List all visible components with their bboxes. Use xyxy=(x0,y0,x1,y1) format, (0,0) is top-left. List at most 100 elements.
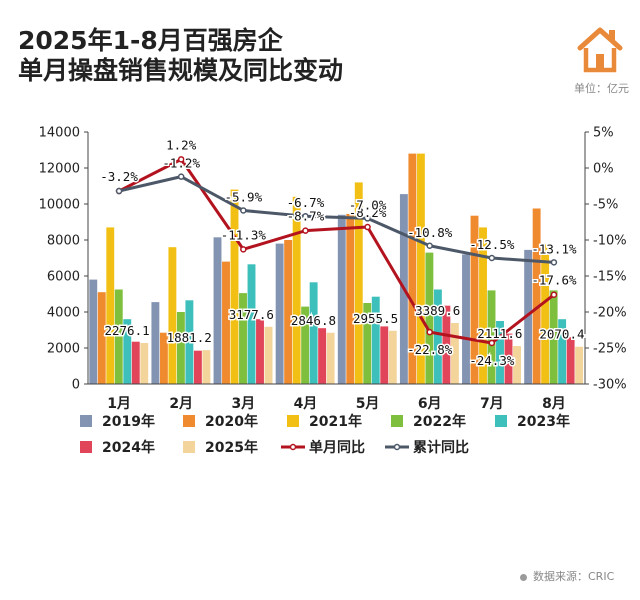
y-tick-label: 12000 xyxy=(39,162,80,177)
legend-swatch-2019年 xyxy=(80,415,92,427)
y-tick-label: 6000 xyxy=(47,270,80,285)
legend-label-2023年: 2023年 xyxy=(517,413,570,430)
y2-tick-label: -15% xyxy=(593,270,627,285)
label-2025年: 2846.8 xyxy=(291,313,336,328)
bar-2025年-7月 xyxy=(513,345,521,384)
bar-2023年-3月 xyxy=(247,264,256,384)
legend-label-单月同比: 单月同比 xyxy=(309,439,365,456)
bar-2023年-7月 xyxy=(496,321,504,384)
legend-swatch-2025年 xyxy=(183,441,195,453)
y-tick-label: 4000 xyxy=(47,306,80,321)
legend-swatch-2020年 xyxy=(183,415,195,427)
bar-2020年-4月 xyxy=(284,240,293,384)
legend-swatch-2024年 xyxy=(80,441,92,453)
label-2025年: 3389.6 xyxy=(415,303,460,318)
label-2025年: 2111.6 xyxy=(477,326,522,341)
bar-2022年-6月 xyxy=(425,252,434,384)
label-单月同比: -22.8% xyxy=(407,342,453,357)
title-line-2: 单月操盘销售规模及同比变动 xyxy=(18,56,344,85)
legend-label-2025年: 2025年 xyxy=(205,439,258,456)
legend-swatch-2023年 xyxy=(495,415,507,427)
bar-2024年-3月 xyxy=(256,319,264,384)
point-累计同比-2月 xyxy=(177,173,185,180)
bar-2020年-6月 xyxy=(408,153,417,384)
point-累计同比-6月 xyxy=(426,242,433,250)
bar-2024年-2月 xyxy=(193,350,202,384)
bar-2023年-8月 xyxy=(558,319,567,384)
label-单月同比: -17.6% xyxy=(531,273,577,288)
bar-2025年-8月 xyxy=(575,346,584,384)
label-单月同比: -8.2% xyxy=(349,205,387,220)
bar-2021年-7月 xyxy=(479,227,487,384)
legend-marker-单月同比 xyxy=(289,443,297,451)
y2-tick-label: -10% xyxy=(593,234,627,249)
bar-2025年-3月 xyxy=(264,326,273,384)
bar-2024年-4月 xyxy=(318,328,327,384)
bar-2024年-5月 xyxy=(380,326,389,384)
label-单月同比: -3.2% xyxy=(100,169,138,184)
bar-2023年-6月 xyxy=(433,289,442,384)
bar-2019年-1月 xyxy=(89,279,98,384)
legend-label-2020年: 2020年 xyxy=(205,413,258,430)
y2-tick-label: -25% xyxy=(593,342,627,357)
label-2025年: 3177.6 xyxy=(229,307,274,322)
y-tick-label: 10000 xyxy=(39,198,80,213)
y2-tick-label: 0% xyxy=(593,162,614,177)
data-source: 数据来源：CRIC xyxy=(520,568,614,584)
line-累计同比 xyxy=(118,175,555,264)
x-tick-label: 7月 xyxy=(480,396,504,412)
y2-tick-label: -30% xyxy=(593,378,627,393)
bar-2019年-3月 xyxy=(213,237,222,384)
bar-2025年-5月 xyxy=(388,330,397,384)
label-累计同比: -6.7% xyxy=(287,195,325,210)
bar-2022年-3月 xyxy=(239,293,247,384)
bar-2019年-7月 xyxy=(462,254,470,384)
x-tick-label: 6月 xyxy=(418,396,442,412)
bar-2020年-3月 xyxy=(222,261,230,384)
bar-2022年-7月 xyxy=(487,290,496,384)
bar-2019年-4月 xyxy=(275,243,284,384)
line-单月同比 xyxy=(118,157,555,345)
bar-2024年-1月 xyxy=(131,341,140,384)
point-单月同比-3月 xyxy=(240,246,247,253)
bar-2023年-4月 xyxy=(309,282,318,384)
legend-swatch-2021年 xyxy=(287,415,299,427)
bar-2024年-7月 xyxy=(504,333,513,384)
bullet-icon xyxy=(520,573,527,581)
point-单月同比-7月 xyxy=(488,339,496,347)
y-tick-label: 14000 xyxy=(39,126,80,141)
point-累计同比-5月 xyxy=(364,215,371,222)
bar-2023年-5月 xyxy=(371,296,380,384)
bar-2022年-2月 xyxy=(176,312,185,384)
legend-label-2024年: 2024年 xyxy=(102,439,155,456)
x-tick-label: 8月 xyxy=(542,396,566,412)
data-source-text: 数据来源：CRIC xyxy=(533,570,615,583)
legend-swatch-2022年 xyxy=(391,415,403,427)
point-累计同比-1月 xyxy=(115,187,123,195)
bar-2021年-6月 xyxy=(416,153,425,384)
label-累计同比: -10.8% xyxy=(407,225,453,240)
chart-title: 2025年1-8月百强房企 单月操盘销售规模及同比变动 xyxy=(18,26,343,86)
house-icon xyxy=(577,27,623,73)
point-累计同比-4月 xyxy=(302,212,309,220)
point-单月同比-5月 xyxy=(364,223,371,231)
label-2025年: 2276.1 xyxy=(104,323,149,338)
label-累计同比: -13.1% xyxy=(531,241,577,256)
label-单月同比: -24.3% xyxy=(469,353,515,368)
label-2025年: 2955.5 xyxy=(353,311,398,326)
y2-tick-label: -20% xyxy=(593,306,627,321)
label-累计同比: -12.5% xyxy=(469,237,515,252)
bar-2024年-8月 xyxy=(566,337,575,384)
legend-label-2019年: 2019年 xyxy=(102,413,155,430)
x-tick-label: 1月 xyxy=(107,396,131,412)
point-单月同比-2月 xyxy=(177,156,185,163)
unit-label: 单位：亿元 xyxy=(574,82,629,95)
y-tick-label: 0 xyxy=(72,378,80,393)
y-tick-label: 2000 xyxy=(47,342,80,357)
point-累计同比-8月 xyxy=(550,259,558,266)
legend-label-2022年: 2022年 xyxy=(413,413,466,430)
x-tick-label: 2月 xyxy=(169,396,193,412)
bar-2019年-5月 xyxy=(337,214,346,384)
bar-2025年-6月 xyxy=(450,322,459,384)
point-累计同比-3月 xyxy=(240,207,247,214)
